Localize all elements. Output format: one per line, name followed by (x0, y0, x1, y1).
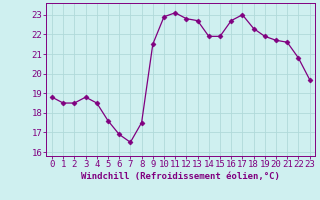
X-axis label: Windchill (Refroidissement éolien,°C): Windchill (Refroidissement éolien,°C) (81, 172, 280, 181)
